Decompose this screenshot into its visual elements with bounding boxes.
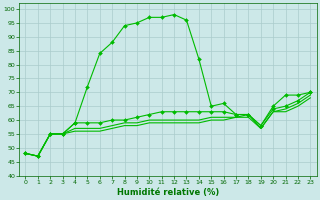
- X-axis label: Humidité relative (%): Humidité relative (%): [117, 188, 219, 197]
